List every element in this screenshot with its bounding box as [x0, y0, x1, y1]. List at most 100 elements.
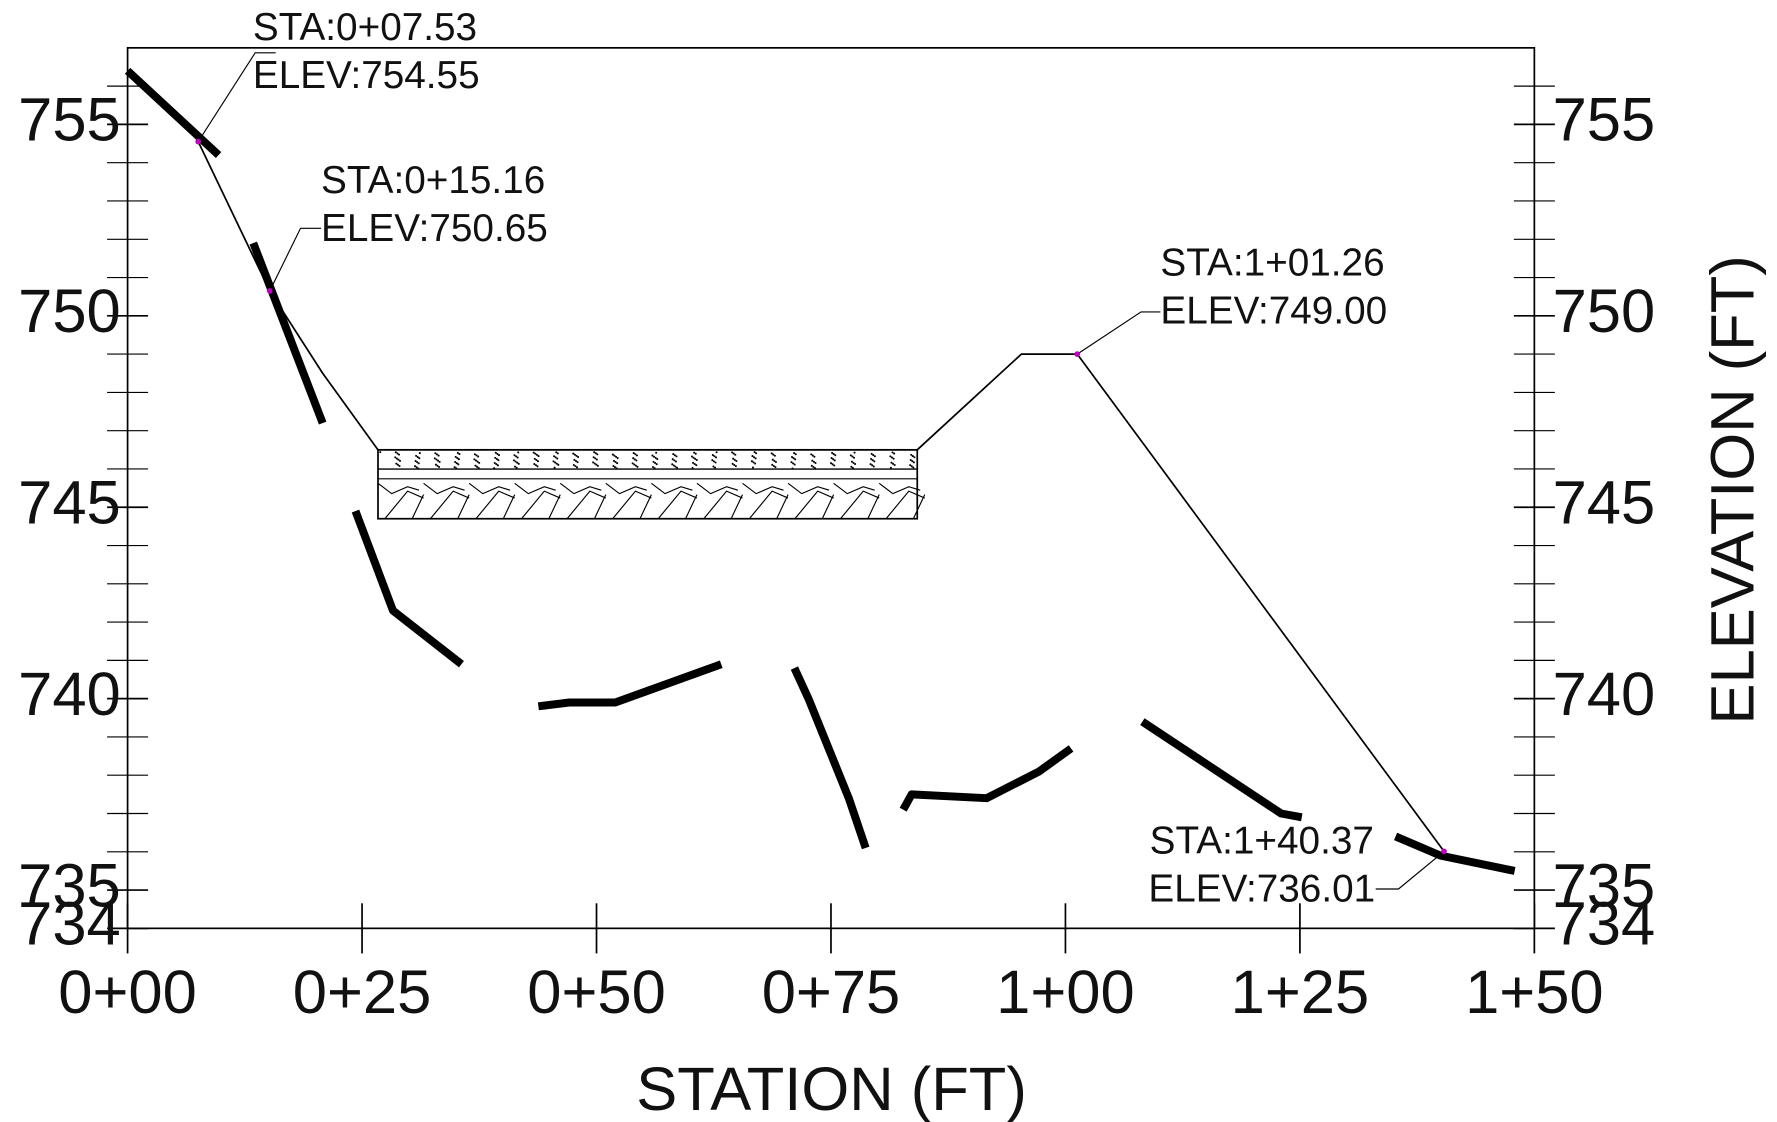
x-axis-title: STATION (FT): [636, 1055, 1027, 1122]
grade-line: [197, 141, 1445, 852]
sand-dot: [790, 461, 793, 464]
sand-dot: [850, 465, 853, 468]
sand-dot: [515, 455, 518, 458]
sand-dot: [853, 451, 856, 454]
sand-dot: [652, 460, 655, 463]
y-tick-label: 755: [18, 86, 121, 155]
sand-dot: [754, 457, 757, 460]
sand-dot: [731, 462, 734, 465]
sand-dot: [790, 456, 794, 459]
y-tick-label: 750: [1553, 277, 1656, 346]
sand-dot: [493, 467, 496, 470]
sand-dot: [711, 454, 714, 457]
rock: [468, 482, 516, 520]
sand-dot: [572, 463, 575, 467]
sand-dot: [577, 456, 580, 459]
y-tick-label: 734: [1553, 890, 1656, 959]
sand-dot: [872, 465, 875, 468]
sand-dot: [417, 462, 420, 465]
y-tick-label: 745: [1553, 468, 1656, 537]
sand-dot: [695, 464, 698, 467]
sand-dot: [849, 454, 852, 457]
sand-dot: [735, 459, 738, 463]
sand-dot: [889, 455, 892, 458]
sand-dot: [476, 460, 479, 463]
sand-dot: [812, 460, 815, 463]
sand-dot: [476, 465, 479, 468]
sand-dot: [497, 459, 500, 462]
sand-dot: [830, 457, 833, 460]
sand-dot: [592, 456, 595, 459]
annotation-text: ELEV:754.55: [253, 54, 480, 97]
rock: [605, 482, 652, 520]
sand-dot: [414, 459, 417, 463]
sand-dot: [517, 451, 520, 454]
sand-dot: [712, 465, 715, 468]
sand-dot: [455, 462, 458, 465]
sand-dot: [651, 465, 654, 469]
sand-dot: [595, 463, 598, 466]
sand-dot: [478, 461, 481, 464]
sand-dot: [695, 459, 698, 462]
sand-dot: [615, 467, 618, 470]
ground-line: [124, 67, 1516, 875]
sand-dot: [596, 464, 599, 467]
sand-dot: [477, 466, 480, 469]
sand-dot: [396, 463, 399, 466]
sand-dot: [394, 451, 397, 454]
sand-dot: [497, 454, 501, 457]
sand-dot: [733, 458, 736, 461]
sand-dot: [873, 460, 876, 463]
sand-dot: [673, 459, 676, 462]
sand-dot: [673, 454, 676, 457]
riprap-texture: [377, 451, 926, 520]
sand-dot: [513, 454, 516, 457]
sand-dot: [655, 463, 658, 466]
sand-dot: [714, 461, 717, 464]
sand-dot: [772, 464, 775, 468]
sand-dot: [456, 451, 459, 454]
sand-dot: [794, 458, 797, 461]
sand-dot: [912, 466, 915, 469]
sand-dot: [537, 455, 540, 458]
x-tick-label: 0+25: [293, 958, 432, 1027]
sand-dot: [534, 464, 537, 467]
annotation-text: STA:1+40.37: [1150, 820, 1374, 863]
sand-dot: [517, 462, 520, 465]
sand-dot: [792, 462, 795, 465]
sand-dot: [634, 464, 637, 467]
sand-dot: [654, 461, 657, 465]
sand-dot: [890, 461, 893, 464]
leader-line: [1076, 311, 1161, 355]
sand-dot: [869, 463, 872, 466]
sand-dot: [793, 463, 796, 466]
sand-dot: [535, 459, 538, 462]
sand-dot: [593, 451, 596, 454]
sand-dot: [751, 466, 754, 469]
sand-dot: [596, 453, 599, 456]
sand-dot: [912, 461, 915, 464]
sand-dot: [456, 457, 459, 460]
sand-dot: [553, 466, 556, 469]
rock: [878, 482, 926, 520]
sand-dot: [533, 462, 536, 466]
sand-dot: [733, 463, 736, 467]
sand-dot: [751, 455, 754, 458]
rock: [696, 482, 744, 520]
sand-dot: [574, 459, 578, 463]
sand-dot: [773, 454, 776, 457]
sand-dot: [512, 459, 515, 462]
sand-dot: [573, 458, 576, 461]
sand-dot: [693, 451, 696, 454]
sand-dot: [573, 453, 576, 456]
sand-dot: [852, 456, 856, 459]
sand-dot: [438, 460, 441, 463]
sand-dot: [494, 456, 497, 459]
sand-dot: [516, 456, 519, 459]
sand-dot: [851, 455, 854, 458]
annotation-point: [1074, 351, 1081, 357]
sand-dot: [633, 458, 636, 461]
sand-dot: [656, 458, 659, 461]
sand-dot: [553, 455, 556, 458]
sand-dot: [635, 454, 638, 457]
